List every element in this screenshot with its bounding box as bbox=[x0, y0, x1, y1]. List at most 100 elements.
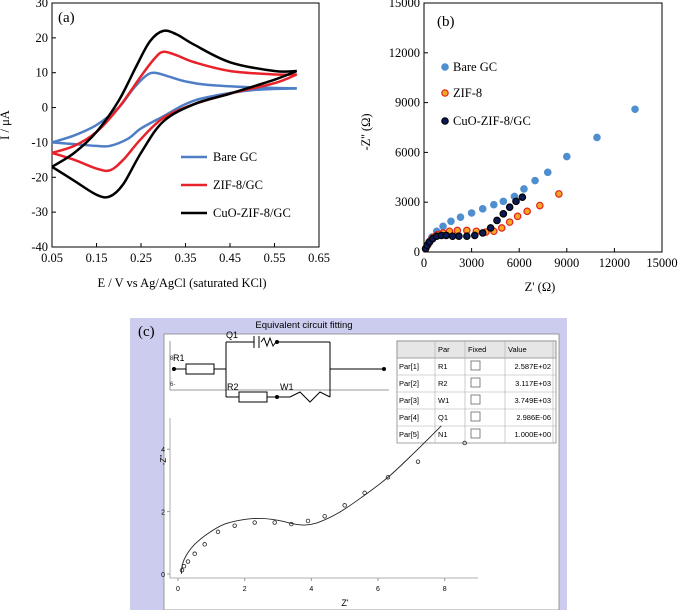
nyquist-point-bare-gc bbox=[499, 197, 508, 206]
panel-b-plot-frame bbox=[423, 2, 663, 253]
cv-curve-bare-gc-forward bbox=[51, 71, 297, 144]
table-cell-par: N1 bbox=[438, 430, 448, 439]
nyquist-point-bare-gc bbox=[531, 176, 539, 185]
measured-point bbox=[289, 521, 294, 527]
nyquist-point-cuo-zif-8-gc bbox=[499, 210, 508, 218]
panel-a-cyclic-voltammetry: (a) 0.05 0.15 0.25 0.35 0.45 0.55 0.65 -40 -30 -2… bbox=[0, 0, 330, 290]
panel-b-legend-marker bbox=[441, 89, 449, 97]
circuit-label-w1: W1 bbox=[280, 382, 294, 392]
panel-b-x-tick-label: 3000 bbox=[459, 256, 484, 270]
panel-b-x-tick-label: 9000 bbox=[554, 256, 579, 270]
nyquist-point-zif-8 bbox=[513, 212, 522, 221]
panel-a-x-tick-label: 0.05 bbox=[41, 251, 63, 265]
panel-c-title: Equivalent circuit fitting bbox=[255, 320, 352, 331]
table-fixed-checkbox bbox=[470, 411, 481, 422]
table-cell-par: R2 bbox=[438, 379, 448, 388]
panel-b-y-tick-label: 3000 bbox=[395, 195, 420, 209]
nyquist-point-bare-gc bbox=[543, 168, 552, 177]
nyquist-point-cuo-zif-8-gc bbox=[448, 232, 457, 241]
table-cell-index: Par[5] bbox=[399, 430, 419, 439]
panel-a-x-tick-label: 0.25 bbox=[130, 251, 152, 265]
panel-b-x-tick-label: 0 bbox=[421, 256, 427, 270]
measured-point bbox=[272, 520, 277, 525]
panel-b-y-tick-label: 15000 bbox=[389, 0, 420, 10]
table-header-value: Value bbox=[508, 345, 527, 354]
circuit-label-r2: R2 bbox=[227, 382, 239, 392]
nyquist-point-cuo-zif-8-gc bbox=[478, 229, 487, 237]
panel-a-legend-label: Bare GC bbox=[213, 150, 257, 164]
measured-point bbox=[252, 520, 257, 525]
panel-b-legend-marker bbox=[441, 117, 449, 125]
panel-a-y-tick-label: -10 bbox=[31, 135, 48, 149]
measured-point bbox=[185, 559, 191, 564]
nyquist-point-bare-gc bbox=[439, 222, 447, 231]
measured-point bbox=[192, 551, 197, 556]
nyquist-point-bare-gc bbox=[631, 105, 639, 114]
panel-c-x-tick-label: 6 bbox=[376, 586, 380, 593]
panel-a-x-axis-label: E / V vs Ag/AgCl (saturated KCl) bbox=[98, 276, 267, 290]
measured-point bbox=[362, 490, 367, 496]
table-cell-value: 3.749E+03 bbox=[515, 396, 552, 405]
nyquist-point-zif-8 bbox=[536, 201, 544, 210]
nyquist-point-cuo-zif-8-gc bbox=[442, 231, 451, 240]
panel-a-y-axis-label: I / μA bbox=[0, 110, 12, 140]
nyquist-point-bare-gc bbox=[447, 217, 455, 226]
measured-point bbox=[322, 514, 327, 519]
table-header-fixed: Fixed bbox=[468, 345, 486, 354]
measured-point bbox=[232, 523, 237, 528]
panel-c-x-tick-label: 4 bbox=[309, 586, 313, 593]
panel-b-x-tick-label: 15000 bbox=[646, 256, 677, 270]
panel-c-y-tick-label: 4 bbox=[161, 447, 165, 454]
measured-point bbox=[415, 459, 421, 464]
circuit-label-r1: R1 bbox=[173, 353, 185, 363]
circuit-label-q1: Q1 bbox=[226, 330, 238, 340]
panel-b-x-tick-label: 6000 bbox=[507, 256, 532, 270]
nyquist-point-bare-gc bbox=[562, 152, 571, 161]
panel-b-label: (b) bbox=[437, 14, 455, 30]
panel-c-label: (c) bbox=[138, 324, 155, 340]
svg-text:8-: 8- bbox=[170, 356, 175, 362]
panel-b-y-tick-label: 0 bbox=[414, 245, 420, 259]
panel-b-x-axis-label: Z' (Ω) bbox=[525, 280, 556, 294]
panel-c-series bbox=[179, 425, 467, 575]
panel-c-x-tick-label: 8 bbox=[443, 586, 447, 593]
panel-b-legend-marker bbox=[441, 63, 449, 71]
panel-b-x-tick-label: 12000 bbox=[599, 256, 630, 270]
panel-a-x-tick-label: 0.55 bbox=[264, 251, 286, 265]
panel-c-x-axis-label: Z' bbox=[341, 598, 348, 608]
panel-b-legend-label: CuO-ZIF-8/GC bbox=[453, 114, 531, 128]
nyquist-point-cuo-zif-8-gc bbox=[505, 203, 514, 211]
nyquist-point-bare-gc bbox=[593, 133, 601, 142]
panel-a-legend-label: ZIF-8/GC bbox=[213, 178, 263, 192]
panel-a-x-tick-label: 0.45 bbox=[219, 251, 241, 265]
measured-point bbox=[179, 568, 185, 573]
cv-curve-cuo-zif-8-gc-forward bbox=[51, 29, 297, 168]
panel-a-series bbox=[51, 29, 298, 199]
panel-c-y-tick-label: 0 bbox=[161, 572, 165, 579]
table-cell-index: Par[4] bbox=[399, 413, 419, 422]
panel-a-y-tick-label: 0 bbox=[42, 101, 48, 115]
table-cell-par: W1 bbox=[438, 396, 449, 405]
table-cell-value: 3.117E+03 bbox=[515, 379, 551, 388]
panel-c-ticks: 0 2 4 6 8 0 2 4 bbox=[161, 447, 447, 593]
panel-a-x-tick-label: 0.35 bbox=[175, 251, 197, 265]
panel-a-y-tick-label: -40 bbox=[31, 240, 48, 254]
panel-c-parameter-table: Par Fixed Value Par[1] R1 2.587E+02 Par[2] R2 3.… bbox=[396, 340, 557, 444]
measured-point bbox=[385, 475, 391, 480]
nyquist-point-bare-gc bbox=[490, 200, 498, 209]
cv-curve-zif-8-gc-forward bbox=[51, 50, 297, 155]
nyquist-point-bare-gc bbox=[478, 205, 487, 213]
table-fixed-checkbox bbox=[470, 394, 481, 405]
nyquist-point-bare-gc bbox=[456, 213, 465, 221]
panel-b-ticks: 0 3000 6000 9000 12000 15000 0 3000 6000 9000 1200… bbox=[389, 0, 678, 270]
panel-a-x-tick-label: 0.65 bbox=[308, 251, 330, 265]
panel-b-legend-label: Bare GC bbox=[453, 60, 497, 74]
panel-a-y-tick-label: -20 bbox=[31, 170, 48, 184]
nyquist-point-zif-8 bbox=[555, 190, 563, 198]
panel-c-x-tick-label: 2 bbox=[243, 586, 247, 593]
nyquist-point-cuo-zif-8-gc bbox=[463, 232, 471, 241]
table-cell-par: Q1 bbox=[438, 413, 448, 422]
panel-a-ticks: 0.05 0.15 0.25 0.35 0.45 0.55 0.65 -40 -30 -20 -10… bbox=[31, 0, 330, 265]
panel-b-nyquist-plot: (b) 0 3000 6000 9000 12000 15000 0 3000 6000 9000… bbox=[359, 0, 678, 294]
